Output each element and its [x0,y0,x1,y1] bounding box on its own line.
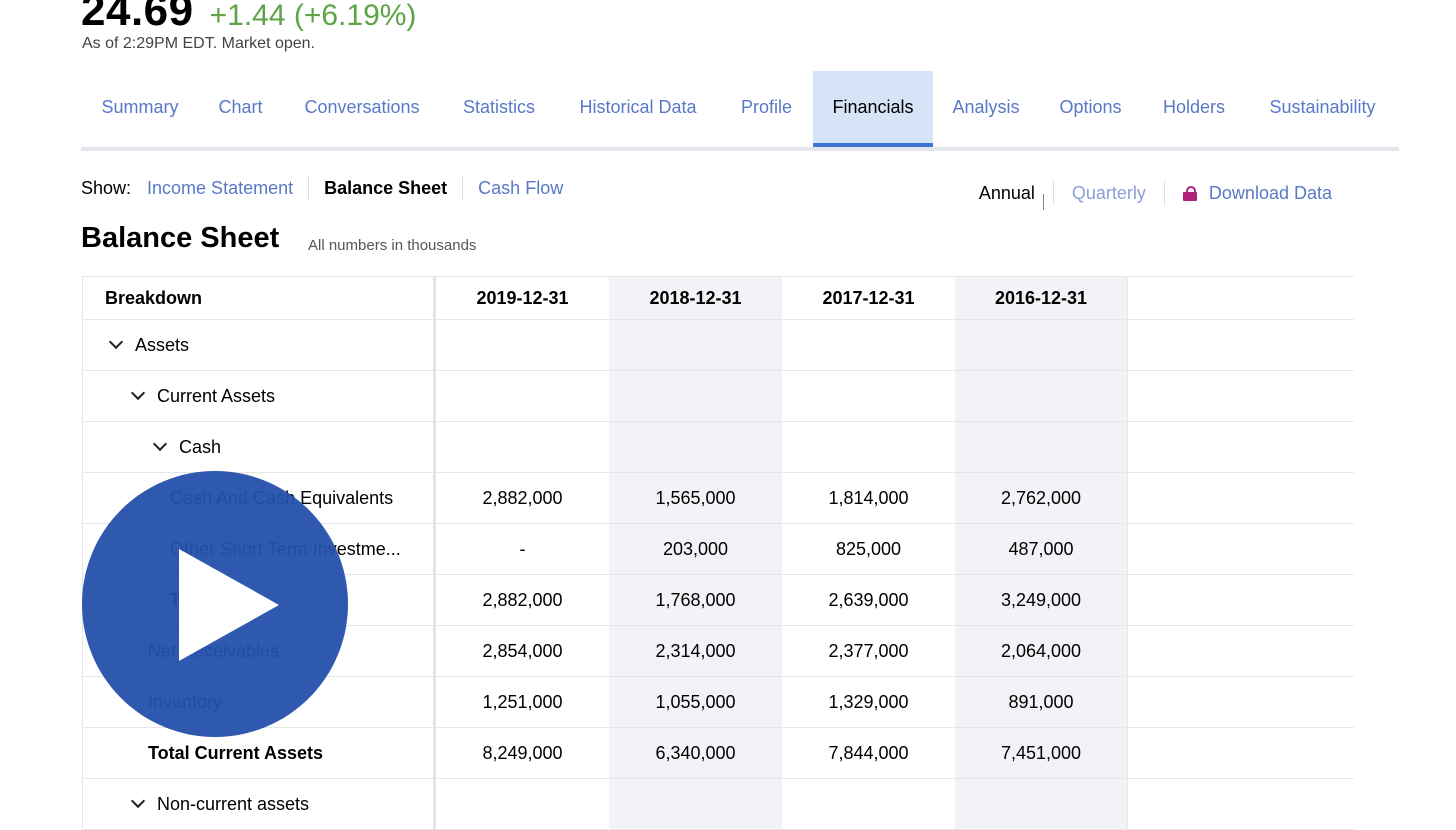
cell-value: 1,768,000 [609,575,782,625]
tab-options[interactable]: Options [1059,97,1122,117]
cell-value: 2,762,000 [955,473,1128,523]
cell-value: 825,000 [835,538,902,559]
cell-value: 2,314,000 [609,626,782,676]
cell-value: 7,844,000 [828,742,909,763]
tab-summary[interactable]: Summary [101,97,179,117]
row-label: Cash [179,436,222,457]
cell-value: - [519,538,526,559]
tab-financials[interactable]: Financials [813,71,933,147]
cell-value: 1,055,000 [609,677,782,727]
quote-nav: Summary Chart Conversations Statistics H… [81,71,1399,151]
tab-sustainability[interactable]: Sustainability [1269,97,1376,117]
row-label: Total Current Assets [82,728,436,778]
chevron-down-icon [108,334,124,350]
cell-value [955,320,1128,370]
tab-holders[interactable]: Holders [1162,97,1226,117]
header-year: 2018-12-31 [609,277,782,319]
table-row: Inventory 1,251,000 1,055,000 1,329,000 … [82,677,1354,728]
cell-value: 6,340,000 [609,728,782,778]
table-row: Current Assets [82,371,1354,422]
table-row: Cash [82,422,1354,473]
cell-value [955,779,1128,829]
header-year: 2016-12-31 [955,277,1128,319]
table-header-row: Breakdown 2019-12-31 2018-12-31 2017-12-… [82,277,1354,320]
show-label: Show: [81,177,132,198]
period-selector: Annual Quarterly Download Data [961,181,1350,205]
cell-value: 891,000 [955,677,1128,727]
tab-conversations[interactable]: Conversations [304,97,420,117]
cell-value: 487,000 [955,524,1128,574]
table-row: Non-current assets [82,779,1354,830]
cell-value: 8,249,000 [482,742,563,763]
price-change: +1.44 (+6.19%) [209,0,417,32]
cell-value [436,371,609,421]
cell-value: 2,854,000 [482,640,563,661]
quarterly-button[interactable]: Quarterly [1052,181,1164,205]
cell-value [782,422,955,472]
row-label: Non-current assets [157,793,310,814]
cell-value [436,779,609,829]
cell-value [782,320,955,370]
tab-statistics[interactable]: Statistics [462,97,536,117]
tab-profile[interactable]: Profile [740,97,793,117]
cell-value [436,422,609,472]
cell-value: 7,451,000 [955,728,1128,778]
cell-value: 2,882,000 [482,487,563,508]
chevron-down-icon [130,793,146,809]
row-label: Assets [135,334,190,355]
header-year: 2017-12-31 [822,287,915,308]
cell-value [782,779,955,829]
cell-value [609,422,782,472]
lock-icon [1182,185,1197,201]
row-label: Current Assets [157,385,276,406]
income-statement-link[interactable]: Income Statement [147,178,294,198]
cell-value: 2,064,000 [955,626,1128,676]
table-row: Assets [82,320,1354,371]
header-year: 2019-12-31 [476,287,569,308]
cell-value [609,371,782,421]
play-icon [179,549,279,661]
table-row: Net Receivables 2,854,000 2,314,000 2,37… [82,626,1354,677]
cell-value [609,779,782,829]
cell-value [782,371,955,421]
cell-value: 1,251,000 [482,691,563,712]
cell-value [955,371,1128,421]
table-row: Total Current Assets 8,249,000 6,340,000… [82,728,1354,779]
annual-button[interactable]: Annual [978,183,1035,203]
header-breakdown: Breakdown [82,277,436,319]
tab-historical-data[interactable]: Historical Data [579,97,697,117]
tab-analysis[interactable]: Analysis [952,97,1020,117]
quote-header: 24.69 +1.44 (+6.19%) [81,0,416,36]
video-play-button[interactable] [82,471,348,737]
row-toggle-non-current-assets[interactable]: Non-current assets [82,779,436,829]
download-data-button[interactable]: Download Data [1163,181,1350,205]
cell-value: 2,639,000 [828,589,909,610]
cell-value: 3,249,000 [955,575,1128,625]
cell-value [436,320,609,370]
cell-value: 2,377,000 [828,640,909,661]
market-status: As of 2:29PM EDT. Market open. [82,35,315,52]
cash-flow-link[interactable]: Cash Flow [462,176,578,200]
balance-sheet-link[interactable]: Balance Sheet [308,176,462,200]
download-data-label: Download Data [1208,183,1332,203]
cell-value: 1,329,000 [828,691,909,712]
chevron-down-icon [152,436,168,452]
row-toggle-cash[interactable]: Cash [82,422,436,472]
text-cursor-icon [1043,194,1044,210]
row-toggle-assets[interactable]: Assets [82,320,436,370]
cell-value: 1,565,000 [609,473,782,523]
cell-value: 1,814,000 [828,487,909,508]
row-toggle-current-assets[interactable]: Current Assets [82,371,436,421]
section-title: Balance Sheet [81,222,280,254]
statement-selector: Show: Income Statement Balance Sheet Cas… [81,176,578,200]
stock-price: 24.69 [81,0,194,35]
cell-value: 2,882,000 [482,589,563,610]
cell-value [955,422,1128,472]
tab-chart[interactable]: Chart [218,97,263,117]
section-note: All numbers in thousands [308,237,477,254]
cell-value: 203,000 [609,524,782,574]
chevron-down-icon [130,385,146,401]
cell-value [609,320,782,370]
